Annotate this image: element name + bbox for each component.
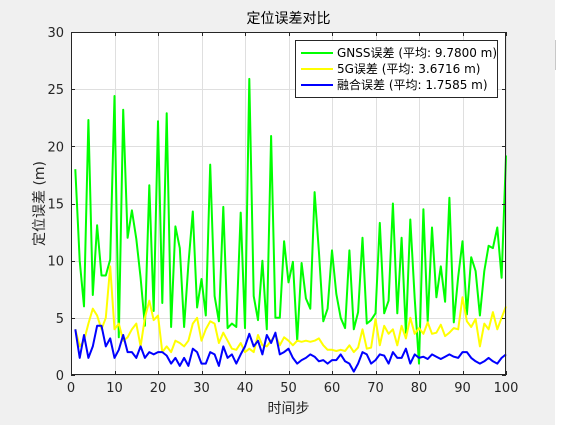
series-line-fusion (74, 324, 507, 373)
plot-border (71, 32, 506, 375)
y-tick-label: 20 (47, 140, 64, 155)
y-tick-label: 25 (47, 83, 64, 98)
series-line-gnss (74, 77, 507, 365)
y-tick-label: 15 (47, 198, 64, 213)
x-tick-label: 90 (454, 381, 471, 396)
x-tick-label: 100 (494, 381, 519, 396)
chart-title: 定位误差对比 (247, 11, 331, 27)
x-axis-title: 时间步 (268, 401, 310, 417)
y-tick-label: 0 (56, 369, 64, 384)
x-tick-label: 20 (150, 381, 167, 396)
y-axis-title: 定位误差 (m) (32, 161, 48, 246)
x-tick-label: 60 (324, 381, 341, 396)
legend-label-5g: 5G误差 (平均: 3.6716 m) (337, 62, 480, 76)
x-tick-label: 10 (106, 381, 123, 396)
legend-label-fusion: 融合误差 (平均: 1.7585 m) (337, 77, 488, 92)
x-tick-label: 80 (411, 381, 428, 396)
x-tick-label: 40 (237, 381, 254, 396)
axis-ticks: 0 10 20 30 40 50 60 70 80 90 100 0 5 10 15 20 25 30 (47, 26, 518, 396)
y-tick-label: 10 (47, 255, 64, 270)
series-layer (74, 77, 507, 373)
window-edge-mark (555, 40, 556, 70)
series-line-5g (74, 265, 507, 354)
x-tick-label: 30 (193, 381, 210, 396)
window-edge (555, 0, 563, 425)
x-tick-label: 50 (280, 381, 297, 396)
legend-label-gnss: GNSS误差 (平均: 9.7800 m) (337, 46, 497, 60)
legend: GNSS误差 (平均: 9.7800 m) 5G误差 (平均: 3.6716 m… (295, 40, 498, 98)
y-tick-label: 5 (56, 312, 64, 327)
y-tick-label: 30 (47, 26, 64, 41)
x-tick-label: 0 (67, 381, 75, 396)
x-tick-label: 70 (367, 381, 384, 396)
